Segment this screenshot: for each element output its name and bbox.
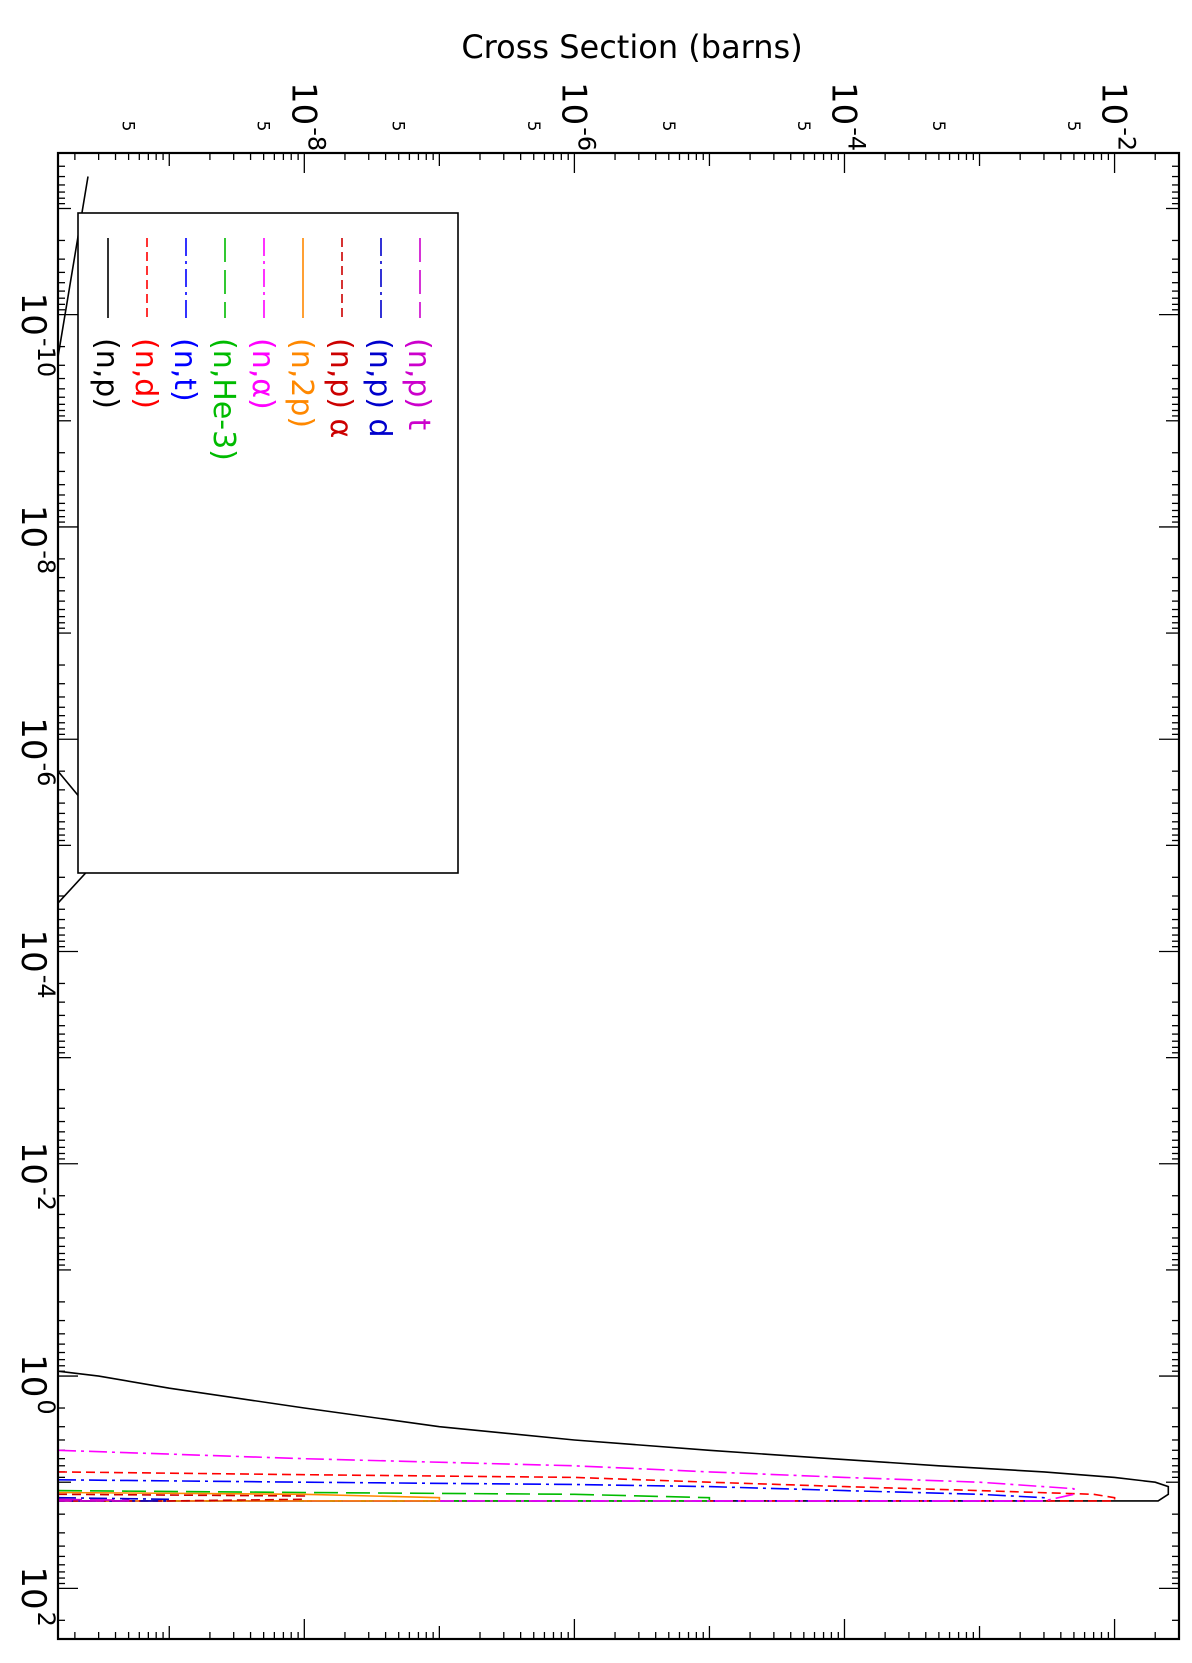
x-tick-label: 100 [13, 1354, 60, 1415]
y-minor-tick-labels: 5 5 5 5 5 5 5 5 [118, 121, 1083, 132]
x-tick-label: 10-4 [13, 929, 60, 998]
legend-label: (n,t) [167, 338, 202, 402]
series-line-7 [58, 1493, 306, 1502]
legend-label: (n,He-3) [206, 338, 241, 461]
y-tick-label: 10-2 [1094, 82, 1141, 151]
axis-ticks [58, 152, 1180, 1640]
x-tick-labels: 10-10 10-8 10-6 10-4 10-2 100 102 [13, 293, 60, 1627]
legend-label: (n,p) d [362, 338, 397, 438]
y-tick-labels: 10-2 10-4 10-6 10-8 [283, 82, 1140, 151]
x-tick-label: 10-2 [13, 1142, 60, 1211]
series-line-3 [58, 1479, 1045, 1502]
series-line-2 [58, 1471, 1116, 1502]
y-tick-label: 10-6 [553, 82, 600, 151]
legend: (n,p) (n,d) (n,t) (n,He-3) (n,α) (n,2p) (n,p) … [77, 212, 459, 874]
y-minor-tick-label: 5 [118, 121, 138, 132]
y-minor-tick-label: 5 [1063, 121, 1083, 132]
legend-label: (n,d) [128, 338, 163, 409]
legend-label: (n,p) [89, 338, 124, 409]
series-line-4 [58, 1489, 711, 1502]
legend-label: (n,α) [245, 338, 280, 410]
y-minor-tick-label: 5 [658, 121, 678, 132]
y-tick-label: 10-4 [823, 82, 870, 151]
x-tick-label: 102 [13, 1566, 60, 1627]
plot-frame [56, 151, 1181, 1641]
y-tick-label: 10-8 [283, 82, 330, 151]
y-minor-tick-label: 5 [793, 121, 813, 132]
y-minor-tick-label: 5 [928, 121, 948, 132]
y-minor-tick-label: 5 [388, 121, 408, 132]
y-minor-tick-label: 5 [523, 121, 543, 132]
legend-label: (n,p) t [401, 338, 436, 431]
legend-box [77, 212, 459, 874]
x-tick-label: 10-8 [13, 505, 60, 574]
series-line-5 [58, 1449, 1075, 1502]
x-tick-label: 10-10 [13, 293, 60, 377]
y-minor-tick-label: 5 [253, 121, 273, 132]
x-tick-label: 10-6 [13, 717, 60, 786]
series-line-6 [58, 1491, 441, 1502]
series-line-9 [58, 1498, 130, 1502]
legend-label: (n,2p) [284, 338, 319, 428]
y-axis-label: Cross Section (barns) [461, 28, 802, 66]
legend-label: (n,p) α [323, 338, 358, 438]
